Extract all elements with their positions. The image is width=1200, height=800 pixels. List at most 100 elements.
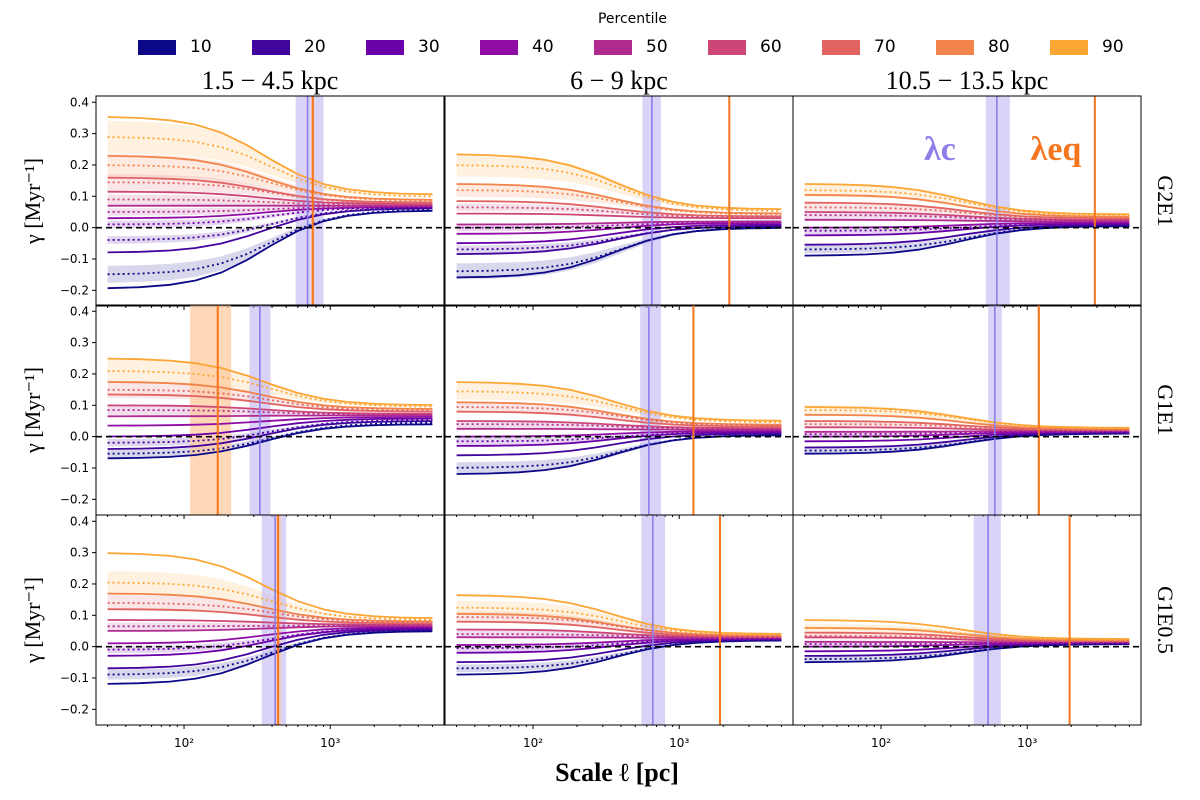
y-tick-label: 0.0 (70, 430, 89, 444)
legend-swatch (708, 39, 746, 55)
percentile-dotted-40 (804, 430, 1130, 435)
percentile-dotted-50 (107, 205, 433, 213)
y-tick-label: 0.1 (70, 398, 89, 412)
percentile-line-60 (456, 212, 782, 220)
y-tick-label: −0.1 (60, 252, 89, 266)
panel-G1E0.5-0: −0.2 −0.1 0.0 0.1 0.2 0.3 0.4 10² 10³ (60, 514, 445, 750)
y-tick-label: 0.4 (70, 304, 89, 318)
y-tick-label: −0.1 (60, 671, 89, 685)
legend-swatch (936, 39, 974, 55)
percentile-dotted-90 (456, 390, 782, 424)
legend-swatch (822, 39, 860, 55)
percentile-line-10 (804, 225, 1130, 257)
y-tick-label: −0.2 (60, 492, 89, 506)
percentile-line-60 (107, 190, 433, 205)
lambda-c-band (261, 515, 287, 725)
panel-G2E1-1 (444, 95, 794, 310)
percentile-dotted-50 (107, 409, 433, 416)
percentile-dotted-80 (456, 189, 782, 216)
column-title: 1.5 − 4.5 kpc (202, 66, 339, 95)
y-axis-label: γ [Myr⁻¹] (20, 367, 45, 454)
percentile-dotted-50 (456, 423, 782, 430)
percentile-line-70 (107, 608, 433, 625)
lambda-c-band (985, 96, 1010, 306)
legend-item: 10 (138, 36, 252, 58)
percentile-line-20 (107, 420, 433, 450)
percentile-line-50 (107, 414, 433, 418)
percentile-line-90 (107, 357, 433, 406)
y-tick-label: −0.2 (60, 283, 89, 297)
percentile-line-90 (107, 552, 433, 619)
percentile-line-80 (107, 155, 433, 201)
legend-item: 50 (594, 36, 708, 58)
y-axis-label: γ [Myr⁻¹] (20, 577, 45, 664)
percentile-line-40 (107, 416, 433, 427)
legend-label: 20 (304, 37, 326, 57)
x-tick-label: 10³ (1017, 736, 1037, 750)
legend-swatch (594, 39, 632, 55)
legend-label: 30 (418, 37, 440, 57)
spread-band (456, 203, 782, 218)
percentile-dotted-20 (107, 207, 433, 241)
panel-plot-area (793, 305, 1141, 515)
percentile-dotted-50 (804, 214, 1130, 222)
percentile-dotted-90 (804, 627, 1130, 641)
lambda-eq-annotation: λeq (1031, 131, 1082, 168)
percentile-dotted-90 (804, 189, 1130, 217)
panel-plot-area (96, 515, 444, 725)
y-tick-label: 0.1 (70, 189, 89, 203)
row-label: G1E1 (1153, 384, 1178, 435)
y-tick-label: 0.3 (70, 127, 89, 141)
panel-G1E1-2 (792, 304, 1142, 519)
percentile-line-20 (456, 432, 782, 457)
legend-swatch (480, 39, 518, 55)
panel-plot-area (445, 96, 793, 306)
legend-swatch (1050, 39, 1088, 55)
panel-plot-area (96, 96, 444, 306)
percentile-dotted-90 (107, 136, 433, 198)
y-tick-label: 0.1 (70, 608, 89, 622)
x-tick-label: 10³ (320, 736, 340, 750)
percentile-line-20 (804, 224, 1130, 246)
percentile-line-80 (804, 413, 1130, 430)
panel-G1E0.5-1: 10² 10³ (444, 514, 794, 750)
percentile-dotted-70 (804, 423, 1130, 431)
panel-G1E0.5-2: 10² 10³ (792, 514, 1142, 750)
panel-G2E1-2 (792, 95, 1142, 310)
panel-plot-area (96, 305, 444, 515)
legend-item: 30 (366, 36, 480, 58)
x-tick-label: 10³ (669, 736, 689, 750)
percentile-dotted-90 (107, 370, 433, 408)
percentile-dotted-30 (456, 638, 782, 650)
panel-G1E1-1 (444, 304, 794, 519)
percentile-line-80 (804, 194, 1130, 218)
panel-frame (95, 514, 445, 726)
percentile-line-50 (456, 220, 782, 226)
legend: 10 20 30 40 50 60 70 80 90 (138, 36, 1164, 58)
percentile-dotted-10 (107, 421, 433, 455)
lambda-c-band (640, 305, 661, 515)
percentile-line-60 (456, 420, 782, 429)
percentile-dotted-40 (804, 641, 1130, 645)
percentile-line-70 (456, 200, 782, 218)
percentile-line-10 (107, 423, 433, 460)
panel-frame (792, 95, 1142, 307)
percentile-dotted-30 (804, 222, 1130, 232)
percentile-line-20 (456, 225, 782, 255)
panel-plot-area (445, 515, 793, 725)
percentile-line-80 (456, 613, 782, 637)
legend-label: 50 (646, 37, 668, 57)
percentile-line-40 (107, 626, 433, 645)
percentile-dotted-70 (804, 206, 1130, 220)
legend-item: 40 (480, 36, 594, 58)
x-tick-label: 10² (871, 736, 891, 750)
percentile-line-30 (107, 627, 433, 657)
legend-label: 60 (760, 37, 782, 57)
y-tick-label: 0.3 (70, 336, 89, 350)
percentile-line-90 (804, 406, 1130, 429)
percentile-line-70 (456, 620, 782, 638)
y-tick-label: 0.4 (70, 95, 89, 109)
legend-swatch (138, 39, 176, 55)
spread-band (107, 206, 433, 216)
legend-item: 20 (252, 36, 366, 58)
